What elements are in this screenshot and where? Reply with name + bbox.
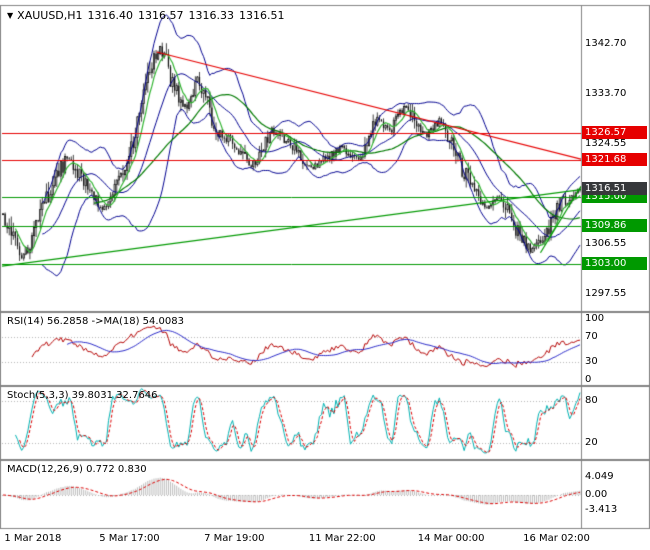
ohlc-high-value: 1316.57 <box>138 9 184 22</box>
macd-tick-label: -3.413 <box>585 504 618 516</box>
level-price-label: 1309.86 <box>582 218 647 232</box>
symbol-dropdown-icon[interactable]: ▼ <box>7 11 14 20</box>
stoch-indicator-label: Stoch(5,3,3) 39.8031 32.7646 <box>7 390 158 401</box>
time-tick-label: 16 Mar 02:00 <box>523 533 590 544</box>
symbol-period-label: XAUUSD,H1 <box>17 9 83 22</box>
rsi-tick-label: 100 <box>585 313 605 324</box>
macd-tick-label: 0.00 <box>585 489 608 500</box>
time-tick-label: 7 Mar 19:00 <box>204 533 265 544</box>
price-tick-label: 1297.55 <box>585 288 627 300</box>
price-tick-label: 1342.70 <box>585 37 627 49</box>
time-tick-label: 14 Mar 00:00 <box>417 533 485 544</box>
chart-header: ▼ XAUUSD,H1 1316.40 1316.57 1316.33 1316.51 <box>7 9 290 22</box>
current-price-label: 1316.51 <box>582 181 647 195</box>
price-tick-label: 1324.55 <box>585 138 627 150</box>
level-price-label: 1303.00 <box>582 256 647 270</box>
time-tick-label: 1 Mar 2018 <box>4 533 62 544</box>
ohlc-close-value: 1316.51 <box>239 9 285 22</box>
level-price-label: 1326.57 <box>582 126 647 140</box>
price-tick-label: 1333.70 <box>585 87 627 99</box>
stoch-panel-splitter[interactable] <box>0 384 650 388</box>
rsi-tick-label: 70 <box>585 331 598 343</box>
rsi-indicator-label: RSI(14) 56.2858 ->MA(18) 54.0083 <box>7 316 184 327</box>
rsi-panel-splitter[interactable] <box>0 310 650 314</box>
stoch-tick-label: 20 <box>585 437 598 449</box>
rsi-tick-label: 30 <box>585 355 598 367</box>
rsi-tick-label: 0 <box>585 374 592 385</box>
stoch-tick-label: 80 <box>585 394 598 406</box>
time-tick-label: 5 Mar 17:00 <box>99 533 160 544</box>
price-tick-label: 1306.55 <box>585 238 627 250</box>
macd-tick-label: 4.049 <box>585 470 614 482</box>
time-tick-label: 11 Mar 22:00 <box>308 533 376 544</box>
level-price-label: 1321.68 <box>582 153 647 167</box>
ohlc-open-value: 1316.40 <box>87 9 134 22</box>
macd-panel-splitter[interactable] <box>0 458 650 462</box>
ohlc-low-value: 1316.33 <box>188 9 235 22</box>
macd-indicator-label: MACD(12,26,9) 0.772 0.830 <box>7 464 147 475</box>
